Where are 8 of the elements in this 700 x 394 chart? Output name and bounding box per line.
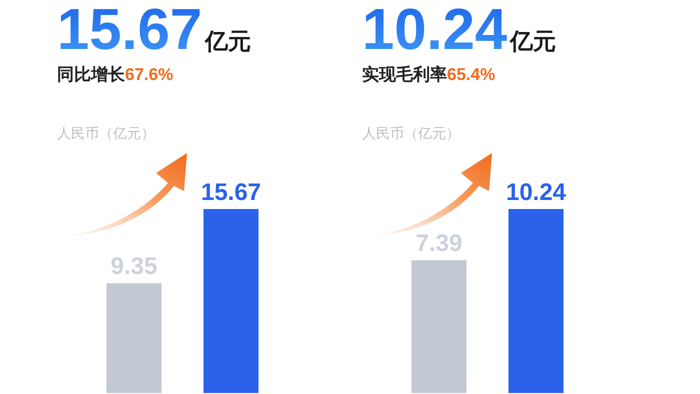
data-label: 10.24 <box>506 179 567 206</box>
chart-title: 10.24亿元 <box>362 0 556 62</box>
chart-subtitle: 实现毛利率65.4% <box>362 65 496 84</box>
y-axis-title: 人民币（亿元） <box>57 125 155 141</box>
chart-title: 15.67亿元 <box>57 0 252 62</box>
chart-subtitle: 同比增长67.6% <box>57 65 174 84</box>
y-axis-title: 人民币（亿元） <box>362 125 460 141</box>
data-label: 15.67 <box>200 179 262 206</box>
